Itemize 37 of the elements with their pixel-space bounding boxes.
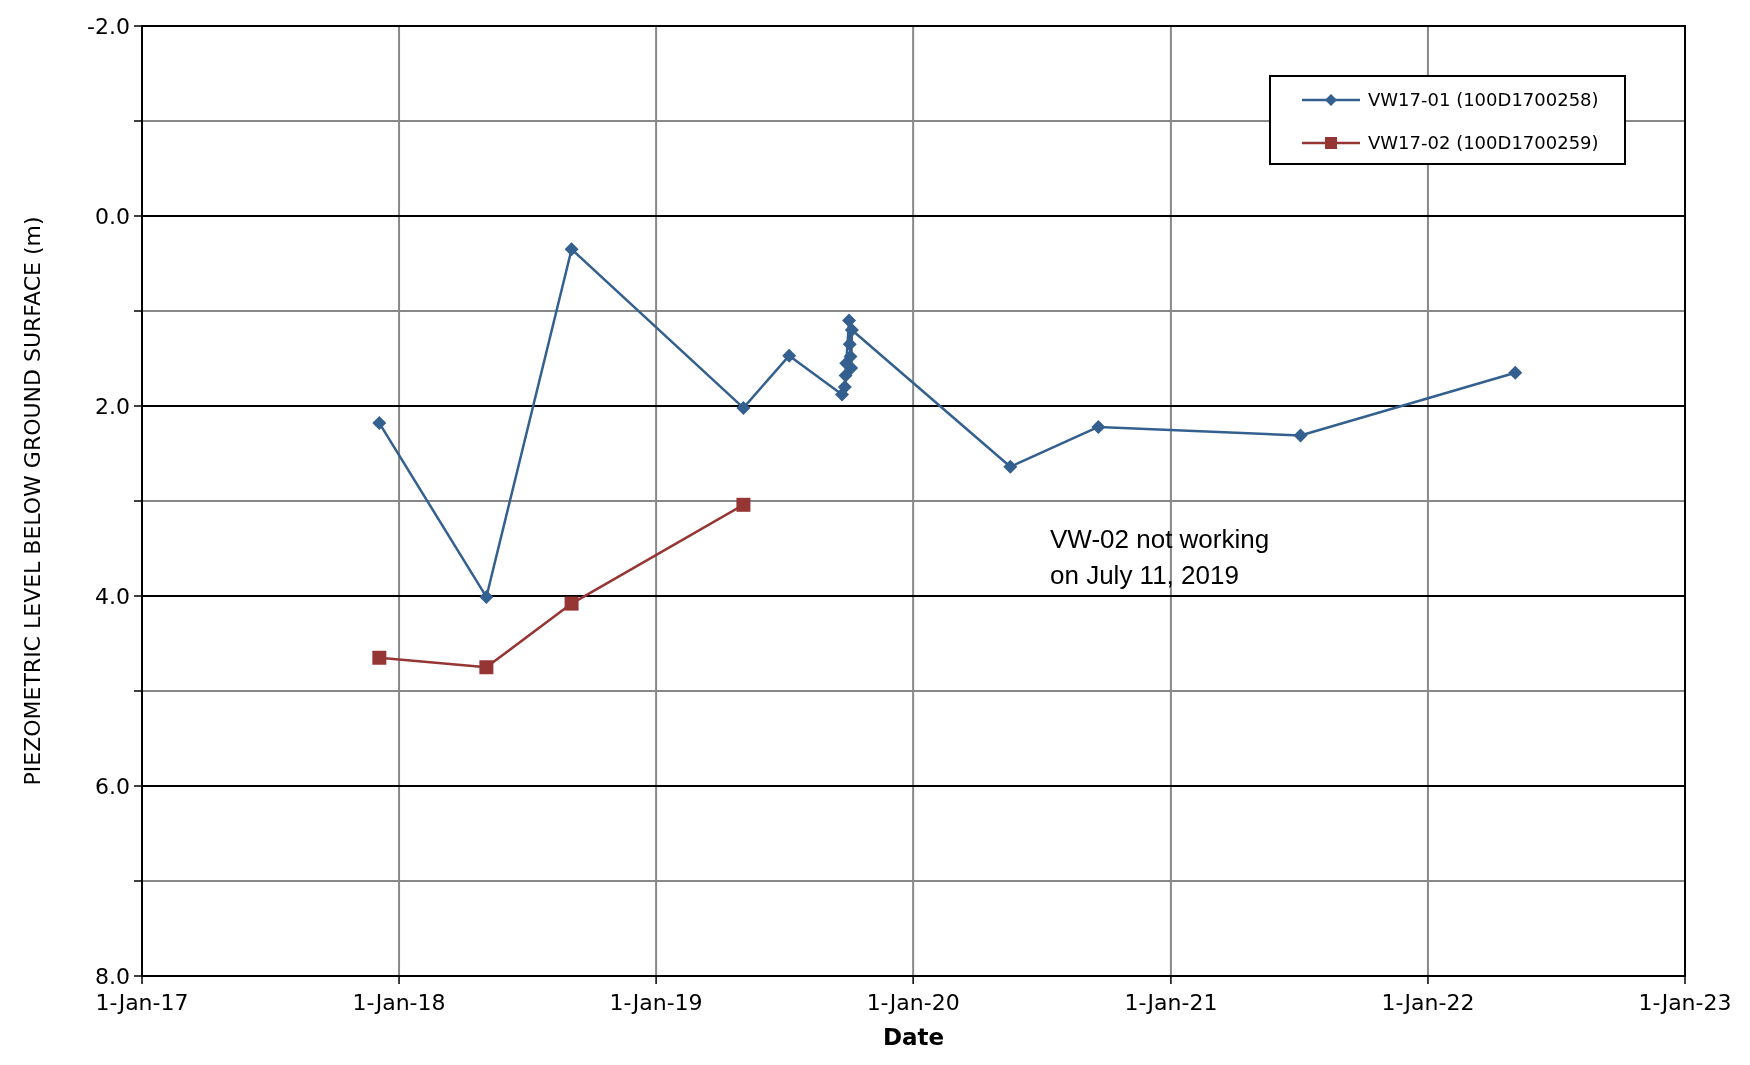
- y-tick-label: -2.0: [87, 13, 130, 39]
- point: [838, 368, 853, 383]
- point: [1091, 419, 1106, 434]
- point: [1293, 428, 1308, 443]
- point: [1003, 459, 1018, 474]
- x-tick-label: 1-Jan-20: [866, 990, 960, 1015]
- legend-label: VW17-02 (100D1700259): [1368, 132, 1599, 154]
- x-tick-label: 1-Jan-23: [1638, 990, 1732, 1015]
- point: [479, 660, 494, 675]
- point: [837, 380, 852, 394]
- point: [372, 416, 387, 431]
- point: [844, 361, 859, 375]
- annotation: VW-02 not working on July 11, 2019: [1050, 524, 1270, 590]
- y-axis-title: PIEZOMETRIC LEVEL BELOW GROUND SURFACE (m): [20, 216, 45, 786]
- point: [564, 596, 579, 611]
- point: [843, 349, 858, 364]
- point: [782, 348, 797, 363]
- y-tick-label: 0.0: [95, 203, 130, 229]
- point: [372, 650, 387, 665]
- point: [1508, 365, 1523, 380]
- x-tick-label: 1-Jan-21: [1124, 990, 1218, 1015]
- point: [564, 242, 579, 257]
- point: [736, 497, 751, 512]
- y-tick-label: 8.0: [95, 963, 130, 989]
- point: [844, 323, 859, 337]
- point: [736, 400, 751, 415]
- x-tick-label: 1-Jan-22: [1381, 990, 1475, 1015]
- point: [479, 589, 494, 604]
- point: [842, 313, 857, 328]
- x-axis-title: Date: [882, 1024, 945, 1050]
- legend-label: VW17-01 (100D1700258): [1368, 89, 1599, 111]
- x-tick-label: 1-Jan-19: [609, 990, 703, 1015]
- y-tick-label: 2.0: [95, 393, 130, 419]
- x-tick-label: 1-Jan-17: [95, 990, 189, 1015]
- y-tick-label: 4.0: [95, 583, 130, 609]
- x-tick-label: 1-Jan-18: [352, 990, 446, 1015]
- y-tick-label: 6.0: [95, 773, 130, 799]
